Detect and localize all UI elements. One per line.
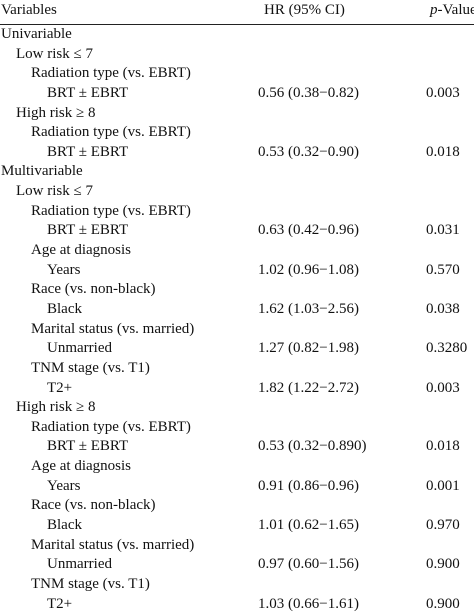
header-hr: HR (95% CI) [264,2,345,18]
p-value-cell: 0.038 [426,300,460,317]
table-row: Low risk ≤ 7 [0,45,474,65]
row-label: Years [47,261,81,278]
header-variables: Variables [1,2,57,18]
p-value-cell: 0.001 [426,477,460,494]
row-label: T2+ [47,595,73,612]
row-label: Univariable [1,26,72,42]
hazard-ratio-cell: 1.02 (0.96−1.08) [258,261,359,278]
table-row: Radiation type (vs. EBRT) [0,418,474,438]
row-label: BRT ± EBRT [47,84,129,101]
row-label: TNM stage (vs. T1) [31,359,150,376]
row-label: Low risk ≤ 7 [16,45,93,62]
row-label: BRT ± EBRT [47,143,129,160]
row-label: Marital status (vs. married) [31,320,195,337]
row-label: Radiation type (vs. EBRT) [31,65,191,82]
p-value-cell: 0.031 [426,222,460,239]
table-row: Unmarried 0.97 (0.60−1.56) 0.900 [0,555,474,575]
table-body: Univariable Low risk ≤ 7 Radiation type (v… [0,25,474,614]
hazard-ratio-cell: 0.53 (0.32−0.90) [258,143,359,160]
p-value-cell: 0.900 [426,595,460,612]
row-label: Age at diagnosis [31,458,131,475]
row-label: Black [47,517,82,534]
header-p-value: p-Value [430,0,474,20]
hazard-ratio-cell: 1.01 (0.62−1.65) [258,517,359,534]
row-label: Multivariable [1,163,83,180]
hazard-ratio-cell: 0.63 (0.42−0.96) [258,222,359,239]
table-row: Unmarried 1.27 (0.82−1.98) 0.3280 [0,339,474,359]
table-header: Variables HR (95% CI) p-Value [0,0,474,25]
header-p-rest: -Value [437,2,474,18]
row-label: Marital status (vs. married) [31,536,195,553]
row-label: High risk ≥ 8 [16,104,96,121]
table-row: Radiation type (vs. EBRT) [0,64,474,84]
table-row: Marital status (vs. married) [0,320,474,340]
row-label: Age at diagnosis [31,242,131,259]
table-row: Black 1.62 (1.03−2.56) 0.038 [0,300,474,320]
row-label: Race (vs. non-black) [31,497,156,514]
table-row: T2+ 1.03 (0.66−1.61) 0.900 [0,595,474,614]
table-row: Black 1.01 (0.62−1.65) 0.970 [0,516,474,536]
row-label: Unmarried [47,556,112,573]
row-label: Low risk ≤ 7 [16,183,93,200]
row-label: Years [47,477,81,494]
hazard-ratio-cell: 1.27 (0.82−1.98) [258,340,359,357]
hazard-ratio-cell: 0.53 (0.32−0.890) [258,438,367,455]
row-label: Radiation type (vs. EBRT) [31,202,191,219]
header-p-italic: p [430,2,438,18]
p-value-cell: 0.003 [426,379,460,396]
table-row: Radiation type (vs. EBRT) [0,202,474,222]
row-label: Unmarried [47,340,112,357]
table-row: High risk ≥ 8 [0,104,474,124]
row-label: BRT ± EBRT [47,222,129,239]
table-row: TNM stage (vs. T1) [0,359,474,379]
row-label: T2+ [47,379,73,396]
p-value-cell: 0.970 [426,517,460,534]
table-row: Years 0.91 (0.86−0.96) 0.001 [0,477,474,497]
p-value-cell: 0.570 [426,261,460,278]
hazard-ratio-cell: 0.97 (0.60−1.56) [258,556,359,573]
table-row: BRT ± EBRT 0.63 (0.42−0.96) 0.031 [0,221,474,241]
hazard-ratio-cell: 1.82 (1.22−2.72) [258,379,359,396]
row-label: Black [47,300,82,317]
row-label: Radiation type (vs. EBRT) [31,418,191,435]
table-row: BRT ± EBRT 0.53 (0.32−0.890) 0.018 [0,437,474,457]
table-row: Multivariable [0,162,474,182]
row-label: Race (vs. non-black) [31,281,156,298]
table-row: Race (vs. non-black) [0,496,474,516]
hazard-ratio-cell: 1.62 (1.03−2.56) [258,300,359,317]
table-row: Low risk ≤ 7 [0,182,474,202]
p-value-cell: 0.900 [426,556,460,573]
table-row: Age at diagnosis [0,457,474,477]
table-row: High risk ≥ 8 [0,398,474,418]
row-label: BRT ± EBRT [47,438,129,455]
p-value-cell: 0.018 [426,438,460,455]
table-row: Age at diagnosis [0,241,474,261]
table-row: Univariable [0,25,474,45]
table-row: T2+ 1.82 (1.22−2.72) 0.003 [0,379,474,399]
table-row: Radiation type (vs. EBRT) [0,123,474,143]
table-row: Marital status (vs. married) [0,536,474,556]
p-value-cell: 0.003 [426,84,460,101]
p-value-cell: 0.018 [426,143,460,160]
row-label: Radiation type (vs. EBRT) [31,124,191,141]
table-row: Years 1.02 (0.96−1.08) 0.570 [0,261,474,281]
row-label: High risk ≥ 8 [16,399,96,416]
hazard-ratio-cell: 0.91 (0.86−0.96) [258,477,359,494]
hazard-ratio-cell: 0.56 (0.38−0.82) [258,84,359,101]
row-label: TNM stage (vs. T1) [31,575,150,592]
p-value-cell: 0.3280 [426,340,468,357]
table-row: BRT ± EBRT 0.56 (0.38−0.82) 0.003 [0,84,474,104]
table-row: BRT ± EBRT 0.53 (0.32−0.90) 0.018 [0,143,474,163]
hazard-ratio-cell: 1.03 (0.66−1.61) [258,595,359,612]
table-row: Race (vs. non-black) [0,280,474,300]
table-row: TNM stage (vs. T1) [0,575,474,595]
